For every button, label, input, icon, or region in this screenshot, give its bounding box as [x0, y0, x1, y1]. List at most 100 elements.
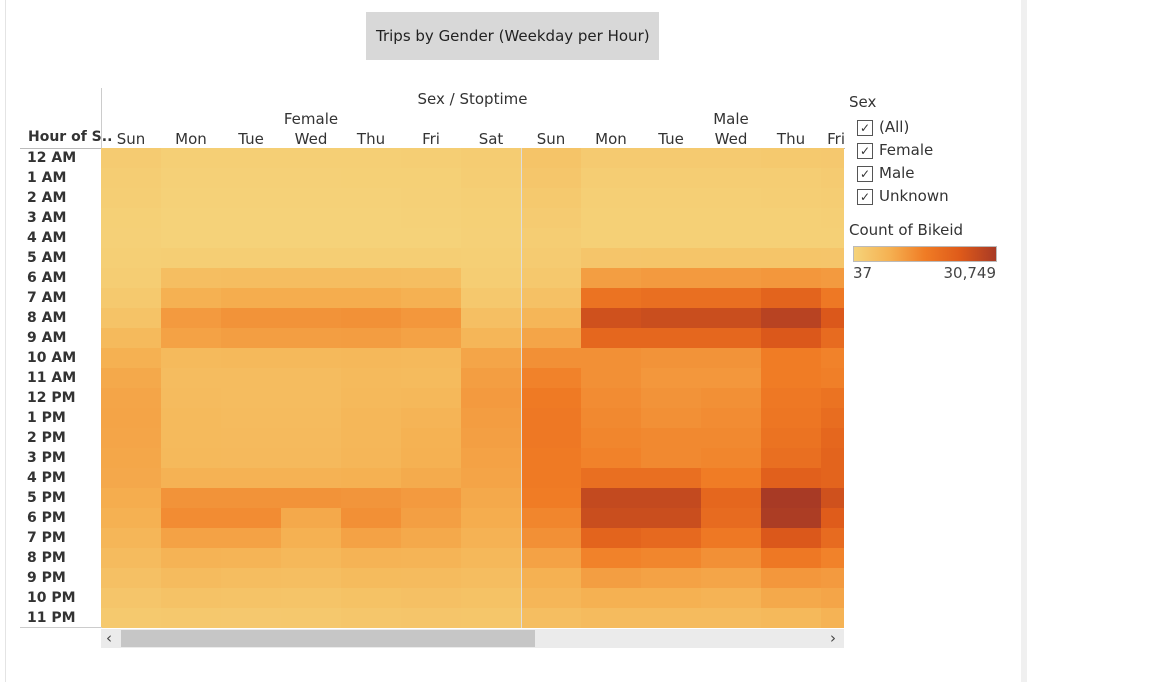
heatmap-cell[interactable] [101, 148, 161, 168]
heatmap-cell[interactable] [521, 528, 581, 548]
heatmap-cell[interactable] [401, 448, 461, 468]
heatmap-cell[interactable] [161, 468, 221, 488]
heatmap-cell[interactable] [581, 148, 641, 168]
heatmap-cell[interactable] [101, 188, 161, 208]
heatmap-cell[interactable] [821, 568, 844, 588]
heatmap-cell[interactable] [521, 408, 581, 428]
heatmap-cell[interactable] [161, 328, 221, 348]
heatmap-cell[interactable] [821, 368, 844, 388]
heatmap-cell[interactable] [581, 348, 641, 368]
checkbox-icon[interactable]: ✓ [857, 142, 873, 159]
heatmap-cell[interactable] [101, 228, 161, 248]
heatmap-cell[interactable] [281, 288, 341, 308]
heatmap-cell[interactable] [161, 308, 221, 328]
heatmap-cell[interactable] [461, 288, 521, 308]
heatmap-cell[interactable] [341, 408, 401, 428]
heatmap-cell[interactable] [761, 348, 821, 368]
heatmap-cell[interactable] [761, 308, 821, 328]
heatmap-cell[interactable] [701, 188, 761, 208]
heatmap-cell[interactable] [821, 328, 844, 348]
heatmap-cell[interactable] [761, 288, 821, 308]
heatmap-cell[interactable] [281, 388, 341, 408]
heatmap-cell[interactable] [401, 268, 461, 288]
heatmap-cell[interactable] [101, 488, 161, 508]
heatmap-cell[interactable] [761, 508, 821, 528]
heatmap-cell[interactable] [161, 348, 221, 368]
heatmap-cell[interactable] [341, 348, 401, 368]
heatmap-cell[interactable] [401, 368, 461, 388]
heatmap-cell[interactable] [161, 488, 221, 508]
heatmap-cell[interactable] [521, 228, 581, 248]
heatmap-cell[interactable] [281, 428, 341, 448]
heatmap-cell[interactable] [461, 388, 521, 408]
heatmap-cell[interactable] [221, 508, 281, 528]
heatmap-cell[interactable] [461, 448, 521, 468]
heatmap-cell[interactable] [101, 308, 161, 328]
heatmap-cell[interactable] [221, 408, 281, 428]
heatmap-cell[interactable] [161, 208, 221, 228]
heatmap-cell[interactable] [521, 488, 581, 508]
filter-item-all[interactable]: ✓ (All) [857, 118, 909, 136]
heatmap-cell[interactable] [221, 448, 281, 468]
heatmap-cell[interactable] [581, 248, 641, 268]
filter-item-male[interactable]: ✓ Male [857, 164, 915, 182]
heatmap-cell[interactable] [701, 228, 761, 248]
heatmap-cell[interactable] [221, 428, 281, 448]
heatmap-cell[interactable] [221, 148, 281, 168]
heatmap-cell[interactable] [221, 388, 281, 408]
heatmap-cell[interactable] [161, 448, 221, 468]
heatmap-cell[interactable] [521, 188, 581, 208]
heatmap-cell[interactable] [401, 388, 461, 408]
heatmap-cell[interactable] [161, 368, 221, 388]
heatmap-cell[interactable] [461, 248, 521, 268]
heatmap-cell[interactable] [641, 268, 701, 288]
heatmap-cell[interactable] [701, 348, 761, 368]
heatmap-cell[interactable] [821, 508, 844, 528]
heatmap-cell[interactable] [401, 408, 461, 428]
heatmap-cell[interactable] [701, 588, 761, 608]
heatmap-cell[interactable] [281, 228, 341, 248]
heatmap-cell[interactable] [221, 268, 281, 288]
heatmap-cell[interactable] [101, 608, 161, 628]
heatmap-cell[interactable] [101, 568, 161, 588]
heatmap-cell[interactable] [401, 568, 461, 588]
heatmap-cell[interactable] [161, 568, 221, 588]
heatmap-cell[interactable] [821, 148, 844, 168]
heatmap-cell[interactable] [101, 468, 161, 488]
heatmap-cell[interactable] [221, 208, 281, 228]
heatmap-cell[interactable] [341, 508, 401, 528]
heatmap-cell[interactable] [401, 548, 461, 568]
heatmap-cell[interactable] [761, 148, 821, 168]
heatmap-cell[interactable] [101, 588, 161, 608]
heatmap-cell[interactable] [761, 448, 821, 468]
heatmap-cell[interactable] [341, 488, 401, 508]
heatmap-cell[interactable] [161, 268, 221, 288]
heatmap-cell[interactable] [341, 368, 401, 388]
heatmap-cell[interactable] [341, 148, 401, 168]
scroll-thumb[interactable] [121, 630, 535, 647]
heatmap-cell[interactable] [281, 608, 341, 628]
filter-item-unknown[interactable]: ✓ Unknown [857, 187, 949, 205]
heatmap-cell[interactable] [641, 548, 701, 568]
heatmap-cell[interactable] [761, 388, 821, 408]
heatmap-cell[interactable] [341, 268, 401, 288]
heatmap-cell[interactable] [701, 368, 761, 388]
heatmap-cell[interactable] [461, 468, 521, 488]
heatmap-cell[interactable] [281, 468, 341, 488]
heatmap-cell[interactable] [821, 168, 844, 188]
heatmap-cell[interactable] [641, 148, 701, 168]
heatmap-cell[interactable] [581, 548, 641, 568]
heatmap-cell[interactable] [341, 548, 401, 568]
heatmap-cell[interactable] [221, 228, 281, 248]
heatmap-cell[interactable] [281, 268, 341, 288]
heatmap-cell[interactable] [641, 608, 701, 628]
heatmap-cell[interactable] [221, 188, 281, 208]
heatmap-cell[interactable] [101, 388, 161, 408]
checkbox-icon[interactable]: ✓ [857, 188, 873, 205]
heatmap-cell[interactable] [101, 168, 161, 188]
heatmap-cell[interactable] [821, 468, 844, 488]
heatmap-cell[interactable] [401, 608, 461, 628]
heatmap-cell[interactable] [221, 488, 281, 508]
heatmap-cell[interactable] [341, 168, 401, 188]
heatmap-cell[interactable] [701, 468, 761, 488]
